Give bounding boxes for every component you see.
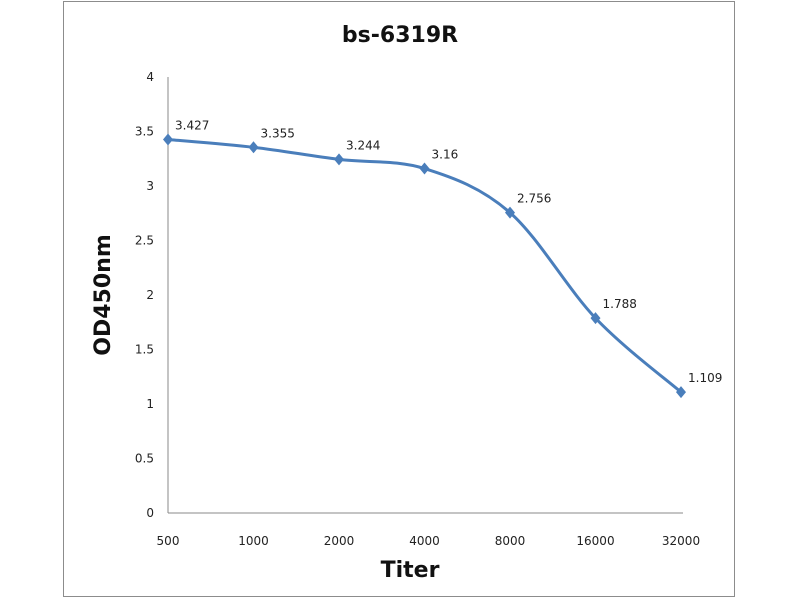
- x-tick-label: 8000: [495, 534, 526, 548]
- y-tick-label: 4: [146, 70, 154, 84]
- data-point-marker: [590, 312, 601, 325]
- y-tick-label: 3: [146, 179, 154, 193]
- chart-title: bs-6319R: [342, 23, 458, 48]
- series-line: [167, 137, 682, 394]
- x-tick-label: 4000: [409, 534, 440, 548]
- data-point-marker: [419, 162, 430, 175]
- x-tick-label: 32000: [662, 534, 700, 548]
- y-tick-label: 0.5: [135, 452, 154, 466]
- y-tick-label: 2.5: [135, 234, 154, 248]
- data-label: 1.788: [603, 297, 637, 311]
- data-label: 3.427: [175, 118, 209, 132]
- x-tick-label: 2000: [324, 534, 355, 548]
- data-point-marker: [676, 386, 686, 399]
- data-point-marker: [248, 141, 259, 154]
- y-tick-label: 0: [146, 506, 154, 520]
- data-point-marker: [505, 206, 515, 219]
- data-point-marker: [163, 133, 173, 146]
- chart-frame: [63, 1, 735, 597]
- y-axis-title: OD450nm: [91, 234, 116, 355]
- x-tick-label: 1000: [238, 534, 269, 548]
- y-tick-label: 1: [146, 397, 154, 411]
- x-tick-label: 16000: [576, 534, 614, 548]
- data-label: 3.16: [432, 148, 459, 162]
- data-label: 2.756: [517, 192, 551, 206]
- x-axis-title: Titer: [381, 558, 440, 583]
- y-tick-label: 1.5: [135, 343, 154, 357]
- x-tick-label: 500: [157, 534, 180, 548]
- data-label: 3.355: [261, 126, 295, 140]
- y-tick-label: 2: [146, 288, 154, 302]
- data-label: 3.244: [346, 138, 380, 152]
- data-point-marker: [334, 153, 344, 166]
- data-label: 1.109: [688, 371, 722, 385]
- y-tick-label: 3.5: [135, 125, 154, 139]
